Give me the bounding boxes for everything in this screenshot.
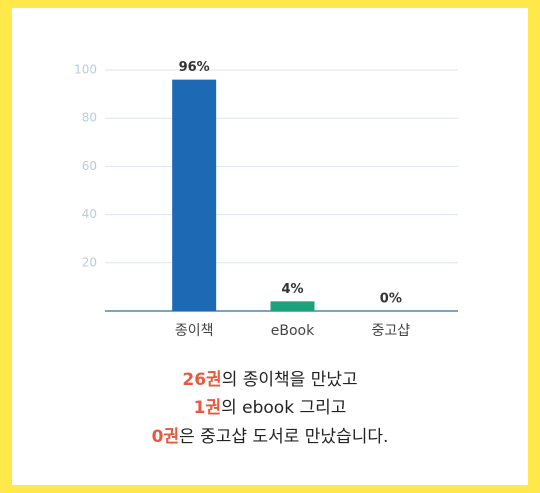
y-tick-label: 80 (82, 111, 97, 125)
caption-text: 의 ebook 그리고 (221, 398, 346, 418)
caption-line: 0권은 중고샵 도서로 만났습니다. (152, 427, 389, 447)
bar (172, 79, 217, 311)
value-label: 0% (380, 292, 402, 307)
caption-line: 1권의 ebook 그리고 (194, 398, 347, 418)
caption-highlight: 26권 (182, 370, 221, 390)
caption-highlight: 1권 (194, 398, 221, 418)
x-tick-label: 종이책 (175, 323, 214, 339)
value-label: 4% (281, 282, 303, 297)
caption-highlight: 0권 (152, 427, 179, 447)
bar (270, 301, 315, 311)
caption-text: 의 종이책을 만났고 (222, 370, 358, 390)
x-tick-label: 중고샵 (372, 323, 411, 339)
caption-text: 은 중고샵 도서로 만났습니다. (179, 427, 388, 447)
value-label: 96% (179, 60, 210, 75)
y-tick-label: 40 (82, 207, 97, 221)
panel (12, 8, 528, 485)
x-tick-label: eBook (271, 323, 315, 339)
caption-line: 26권의 종이책을 만났고 (182, 370, 357, 390)
y-tick-label: 100 (74, 63, 97, 77)
y-tick-label: 60 (82, 159, 97, 173)
y-tick-label: 20 (82, 255, 97, 269)
